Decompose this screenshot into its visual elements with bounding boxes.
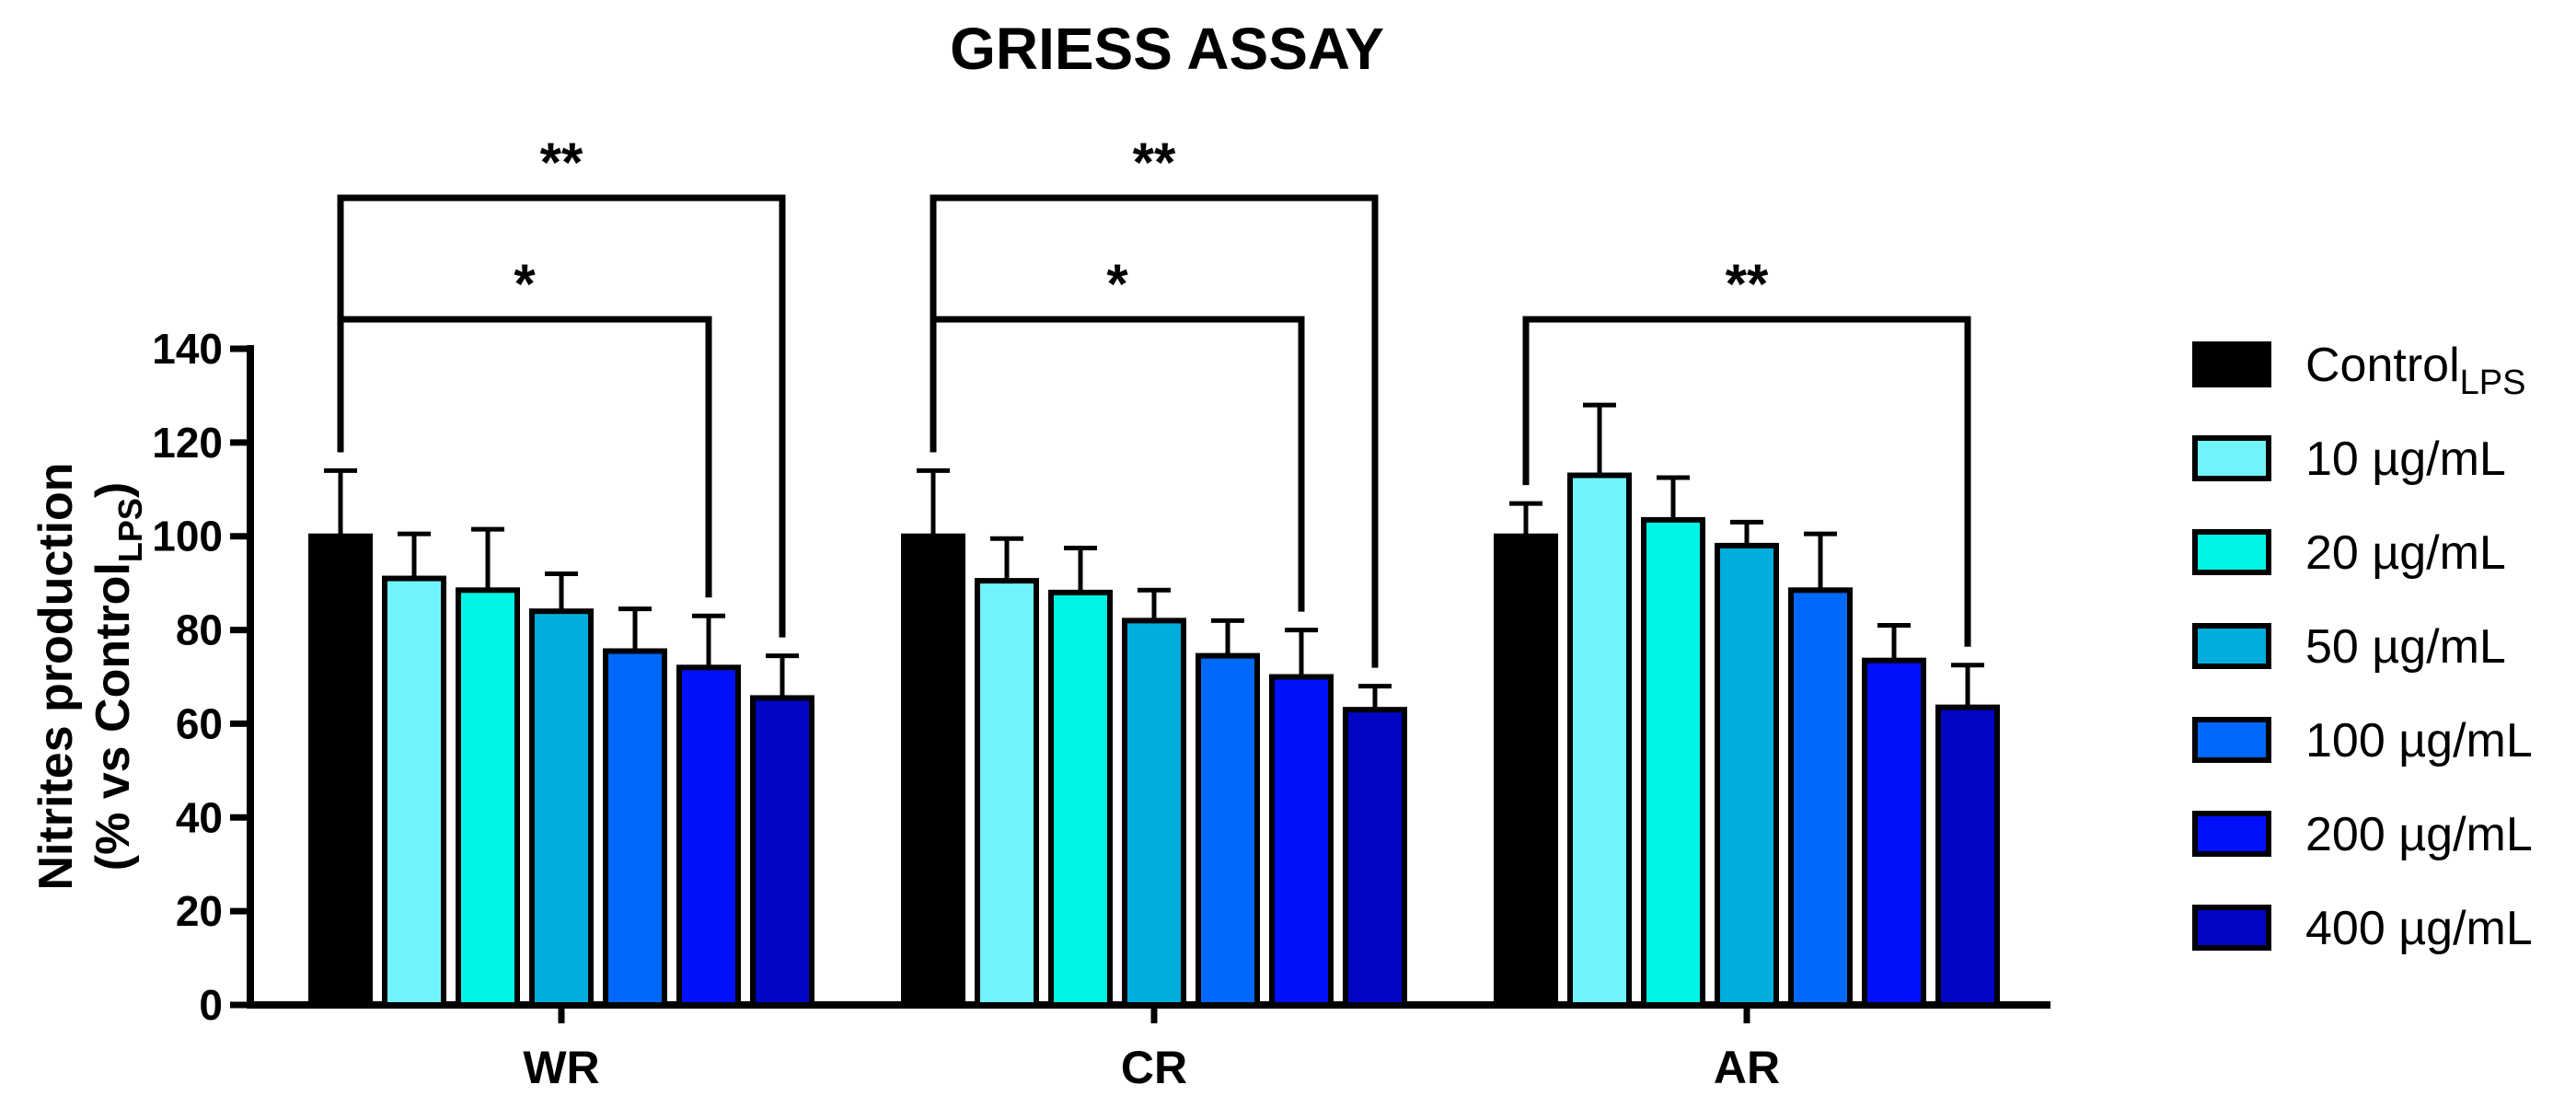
legend-label: 20 µg/mL (2305, 526, 2506, 580)
y-axis-label: Nitrites production (29, 462, 83, 890)
bar (1048, 589, 1113, 1008)
bar (1567, 472, 1632, 1008)
significance-bracket (337, 316, 712, 598)
significance-bracket (930, 316, 1305, 612)
bar (1788, 587, 1853, 1009)
chart-title: GRIESS ASSAY (950, 16, 1384, 82)
bar (1343, 707, 1407, 1009)
legend-label-subscript: LPS (2460, 364, 2526, 402)
significance-label: ** (540, 132, 583, 193)
y-axis-label-line2: (% vs ControlLPS) (87, 482, 149, 871)
legend-label-main: 200 µg/mL (2305, 808, 2533, 861)
y-tick-label: 100 (152, 513, 223, 560)
bar (1715, 542, 1779, 1009)
y-tick-label: 120 (152, 419, 223, 467)
y-tick-label: 60 (176, 699, 223, 747)
y-tick-label: 20 (176, 887, 223, 935)
x-category-label: CR (1121, 1042, 1187, 1093)
legend-label: 100 µg/mL (2305, 714, 2533, 768)
bar (382, 575, 446, 1008)
legend-swatch (2192, 717, 2271, 763)
legend-label: 200 µg/mL (2305, 808, 2533, 861)
legend-swatch (2192, 435, 2271, 481)
x-category-label: AR (1714, 1042, 1780, 1093)
y-tick-label: 0 (199, 981, 223, 1029)
bar (603, 648, 667, 1008)
y-tick-label: 140 (152, 325, 223, 373)
legend: ControlLPS 10 µg/mL 20 µg/mL 50 µg/mL 100 µg… (2192, 339, 2533, 955)
bar (1641, 516, 1705, 1008)
bar (1862, 657, 1926, 1008)
legend-label-main: Control (2305, 339, 2460, 392)
y-axis-label-line2-suffix: ) (87, 482, 140, 498)
bar (529, 608, 594, 1008)
legend-label-main: 10 µg/mL (2305, 433, 2506, 486)
legend-label-main: 20 µg/mL (2305, 526, 2506, 580)
significance-label: ** (1133, 132, 1176, 193)
significance-bracket (1522, 316, 1971, 647)
y-tick-label: 40 (176, 793, 223, 841)
legend-swatch (2192, 341, 2271, 387)
bar (308, 533, 373, 1008)
x-category-label: WR (523, 1042, 599, 1093)
bar (1269, 674, 1334, 1008)
significance-label: * (514, 253, 536, 315)
significance-label: * (1106, 253, 1128, 315)
bar (901, 533, 965, 1008)
legend-label: 10 µg/mL (2305, 433, 2506, 486)
legend-label-main: 400 µg/mL (2305, 902, 2533, 955)
y-axis-label-line1: Nitrites production (29, 462, 83, 890)
legend-label: 400 µg/mL (2305, 902, 2533, 955)
y-axis-label-line2-subscript: LPS (111, 498, 149, 562)
legend-label-main: 100 µg/mL (2305, 714, 2533, 768)
legend-label: ControlLPS (2305, 339, 2525, 402)
bar (1494, 533, 1558, 1008)
y-tick-label: 80 (176, 606, 223, 654)
bar (1196, 652, 1260, 1008)
bar (1122, 617, 1186, 1009)
bar (456, 587, 520, 1009)
legend-swatch (2192, 811, 2271, 857)
significance-label: ** (1726, 253, 1769, 315)
legend-label: 50 µg/mL (2305, 620, 2506, 674)
significance-bracket (337, 194, 786, 638)
legend-swatch (2192, 905, 2271, 951)
bar (1935, 704, 2000, 1008)
bar (676, 664, 741, 1008)
bar (750, 695, 814, 1008)
bar (975, 578, 1039, 1008)
y-axis-label-line2-prefix: (% vs Control (87, 562, 140, 871)
legend-swatch (2192, 623, 2271, 669)
legend-label-main: 50 µg/mL (2305, 620, 2506, 674)
legend-swatch (2192, 529, 2271, 575)
